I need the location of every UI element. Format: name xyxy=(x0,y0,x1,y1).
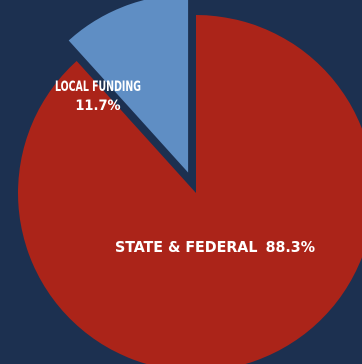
slice-value-local-funding: 11.7% xyxy=(75,98,120,114)
slice-label-state-federal: STATE & FEDERAL 88.3% xyxy=(115,238,315,256)
slice-label-local-funding: LOCAL FUNDING xyxy=(55,79,141,95)
pie-slice-state-federal xyxy=(18,15,362,364)
pie-slice-local-funding xyxy=(68,0,189,173)
